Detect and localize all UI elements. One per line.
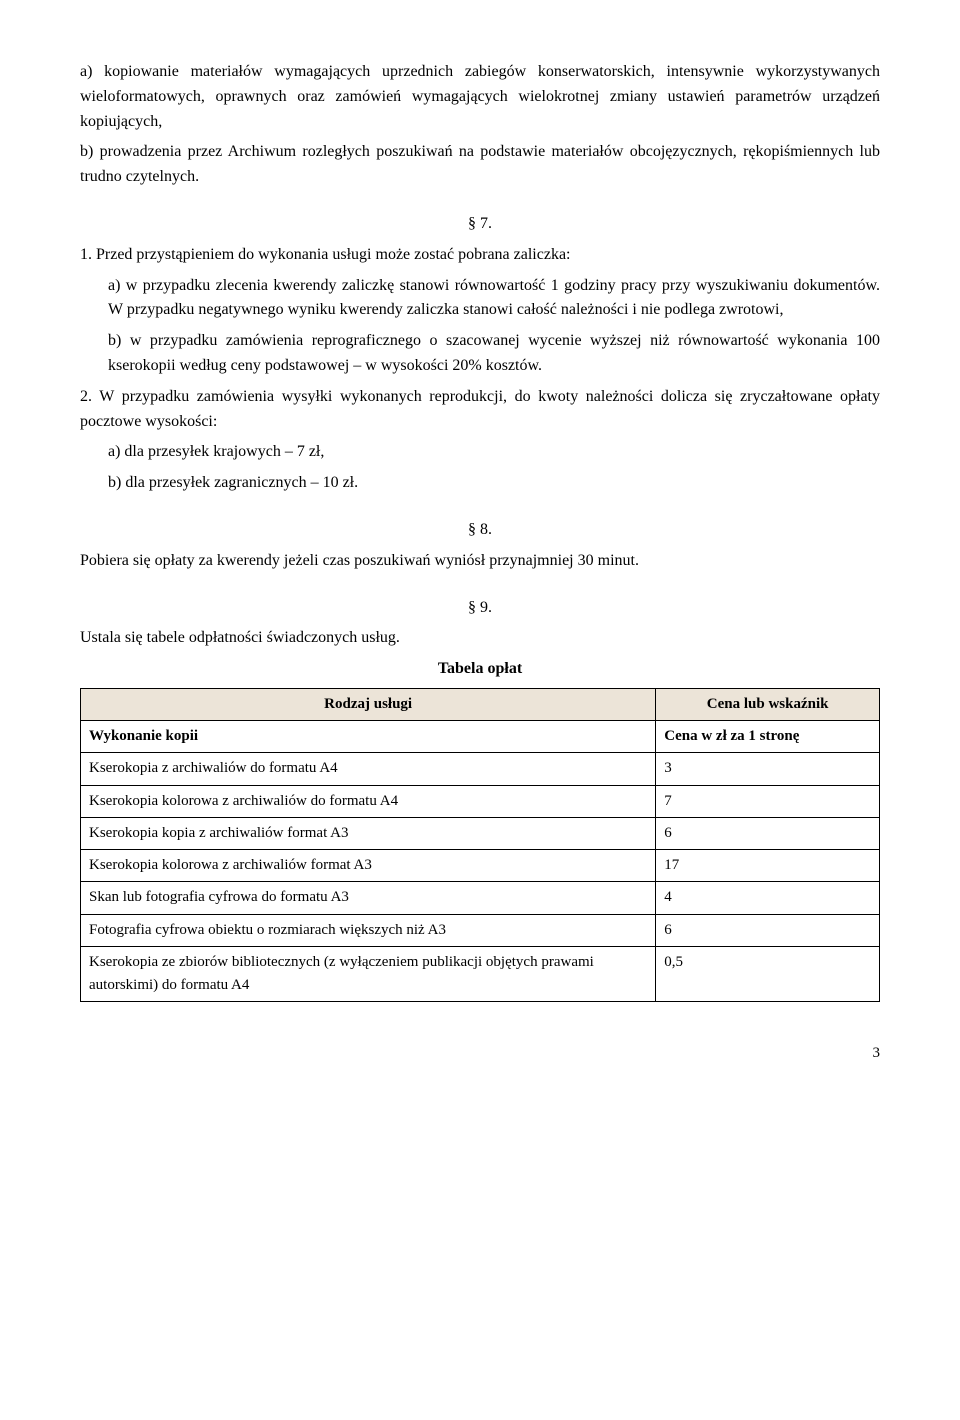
table-cell-service: Kserokopia kolorowa z archiwaliów format… <box>81 850 656 882</box>
section-7-item-1a: a) w przypadku zlecenia kwerendy zaliczk… <box>80 274 880 324</box>
table-header-row: Rodzaj usługi Cena lub wskaźnik <box>81 688 880 720</box>
section-9-heading: § 9. <box>80 596 880 621</box>
table-subheader-price: Cena w zł za 1 stronę <box>656 721 880 753</box>
section-8-heading: § 8. <box>80 518 880 543</box>
section-7-item-1-lead: 1. Przed przystąpieniem do wykonania usł… <box>80 243 880 268</box>
table-cell-service: Kserokopia kopia z archiwaliów format A3 <box>81 817 656 849</box>
table-cell-price: 6 <box>656 817 880 849</box>
table-header-service: Rodzaj usługi <box>81 688 656 720</box>
paragraph-b: b) prowadzenia przez Archiwum rozległych… <box>80 140 880 190</box>
table-row: Fotografia cyfrowa obiektu o rozmiarach … <box>81 914 880 946</box>
section-7-heading: § 7. <box>80 212 880 237</box>
section-7-item-1b: b) w przypadku zamówienia reprograficzne… <box>80 329 880 379</box>
section-7-item-2b: b) dla przesyłek zagranicznych – 10 zł. <box>80 471 880 496</box>
section-8-text: Pobiera się opłaty za kwerendy jeżeli cz… <box>80 549 880 574</box>
table-row: Kserokopia z archiwaliów do formatu A4 3 <box>81 753 880 785</box>
table-row: Kserokopia kopia z archiwaliów format A3… <box>81 817 880 849</box>
table-row: Kserokopia kolorowa z archiwaliów do for… <box>81 785 880 817</box>
table-row: Kserokopia ze zbiorów bibliotecznych (z … <box>81 946 880 1002</box>
fees-table: Rodzaj usługi Cena lub wskaźnik Wykonani… <box>80 688 880 1003</box>
table-cell-service: Kserokopia z archiwaliów do formatu A4 <box>81 753 656 785</box>
section-9-text: Ustala się tabele odpłatności świadczony… <box>80 626 880 651</box>
page-number: 3 <box>80 1042 880 1065</box>
table-cell-price: 6 <box>656 914 880 946</box>
table-cell-price: 3 <box>656 753 880 785</box>
table-header-price: Cena lub wskaźnik <box>656 688 880 720</box>
table-cell-service: Kserokopia ze zbiorów bibliotecznych (z … <box>81 946 656 1002</box>
table-row: Kserokopia kolorowa z archiwaliów format… <box>81 850 880 882</box>
paragraph-a: a) kopiowanie materiałów wymagających up… <box>80 60 880 134</box>
table-cell-service: Skan lub fotografia cyfrowa do formatu A… <box>81 882 656 914</box>
table-caption: Tabela opłat <box>80 657 880 682</box>
table-cell-service: Fotografia cyfrowa obiektu o rozmiarach … <box>81 914 656 946</box>
section-7-item-2-lead: 2. W przypadku zamówienia wysyłki wykona… <box>80 385 880 435</box>
table-row: Skan lub fotografia cyfrowa do formatu A… <box>81 882 880 914</box>
table-cell-price: 7 <box>656 785 880 817</box>
table-cell-service: Kserokopia kolorowa z archiwaliów do for… <box>81 785 656 817</box>
table-subheader-row: Wykonanie kopii Cena w zł za 1 stronę <box>81 721 880 753</box>
table-cell-price: 4 <box>656 882 880 914</box>
table-cell-price: 0,5 <box>656 946 880 1002</box>
section-7-item-2a: a) dla przesyłek krajowych – 7 zł, <box>80 440 880 465</box>
table-cell-price: 17 <box>656 850 880 882</box>
table-subheader-service: Wykonanie kopii <box>81 721 656 753</box>
